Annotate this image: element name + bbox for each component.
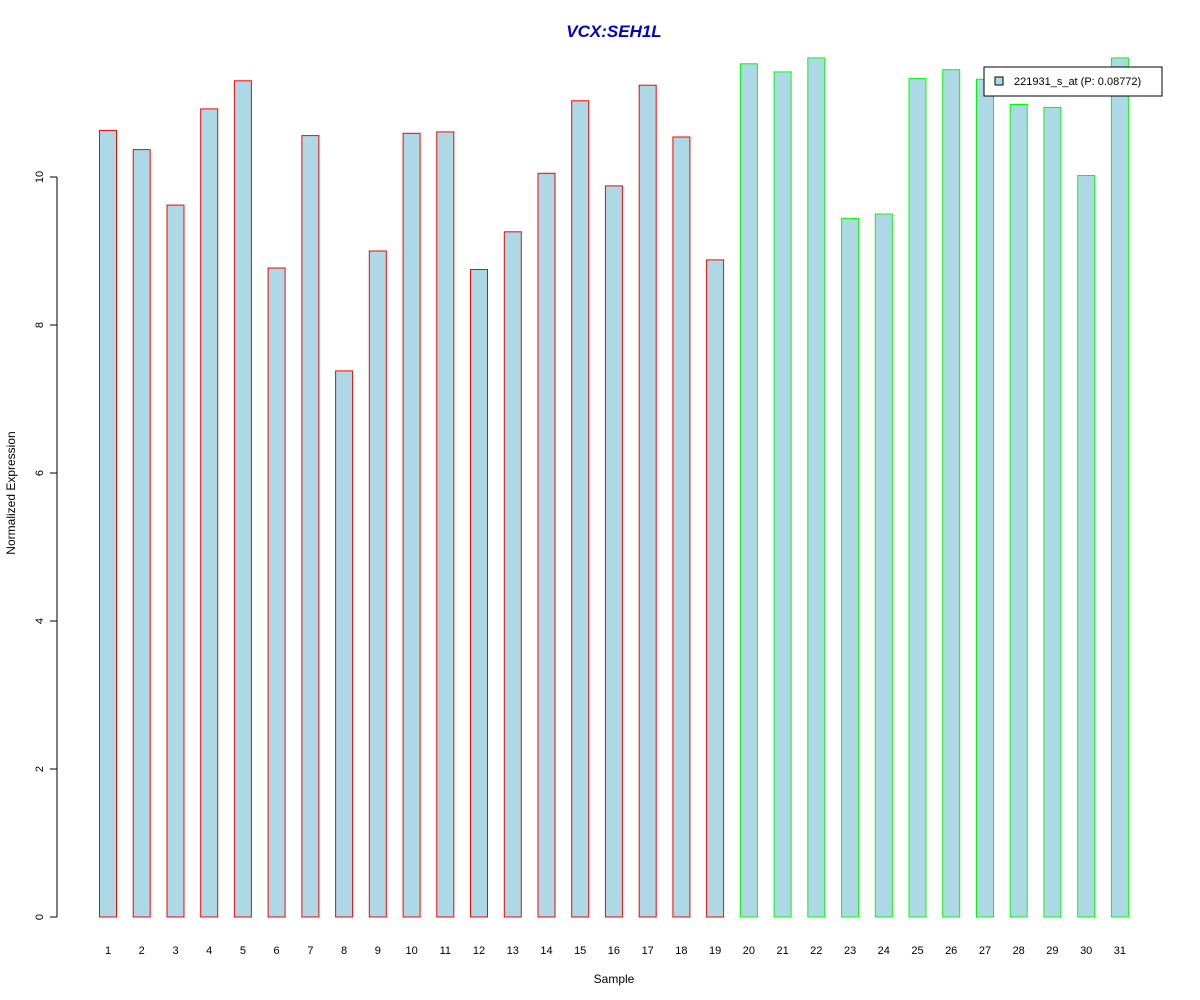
bar-sample-13	[503, 231, 522, 918]
bar-sample-26	[942, 69, 961, 918]
x-tick-label: 13	[507, 945, 519, 957]
x-tick-label: 16	[608, 945, 620, 957]
legend-box	[983, 66, 1163, 97]
bar-sample-10	[402, 132, 421, 918]
x-tick-label: 5	[240, 945, 246, 957]
x-tick-label: 27	[979, 945, 991, 957]
x-tick-label: 20	[743, 945, 755, 957]
bar-sample-27	[976, 78, 994, 918]
x-tick-label: 2	[139, 945, 145, 957]
y-tick-label: 0	[34, 914, 46, 920]
x-tick-label: 29	[1046, 945, 1058, 957]
x-tick-label: 25	[911, 945, 923, 957]
x-tick-label: 21	[776, 945, 788, 957]
x-tick-label: 22	[810, 945, 822, 957]
x-tick-label: 28	[1013, 945, 1025, 957]
y-tick-label: 10	[34, 171, 46, 183]
bar-sample-5	[233, 80, 252, 918]
x-tick-label: 26	[945, 945, 957, 957]
x-tick-label: 9	[375, 945, 381, 957]
x-tick-label: 30	[1080, 945, 1092, 957]
bar-sample-22	[807, 57, 826, 918]
bar-sample-21	[773, 71, 792, 918]
y-tick-label: 6	[34, 470, 46, 476]
bar-sample-9	[368, 250, 387, 918]
y-axis: 0 2 4 6 8 10	[34, 171, 58, 920]
x-tick-label: 31	[1114, 945, 1126, 957]
y-tick-label: 2	[34, 766, 46, 772]
y-axis-label: Normalized Expression	[4, 431, 18, 554]
x-tick-label: 1	[105, 945, 111, 957]
x-tick-label: 12	[473, 945, 485, 957]
x-tick-label: 15	[574, 945, 586, 957]
bar-sample-11	[436, 131, 455, 918]
x-axis-label: Sample	[594, 972, 635, 986]
x-tick-label: 3	[172, 945, 178, 957]
chart-title: VCX:SEH1L	[566, 22, 661, 41]
x-tick-label: 4	[206, 945, 212, 957]
x-tick-label: 11	[440, 945, 451, 957]
bar-sample-8	[335, 370, 354, 918]
bar-sample-31	[1110, 57, 1129, 918]
x-tick-label: 7	[307, 945, 313, 957]
bar-sample-6	[267, 267, 286, 918]
bar-sample-24	[874, 213, 893, 918]
legend-swatch	[994, 76, 1004, 86]
legend: 221931_s_at (P: 0.08772)	[983, 66, 1163, 97]
bar-sample-17	[638, 84, 657, 918]
bar-sample-4	[200, 108, 219, 918]
x-tick-label: 24	[878, 945, 890, 957]
bar-sample-29	[1043, 106, 1062, 918]
bar-sample-18	[672, 136, 691, 918]
bar-sample-12	[470, 269, 488, 918]
x-tick-label: 19	[709, 945, 721, 957]
bars	[99, 57, 1129, 918]
bar-sample-30	[1077, 175, 1096, 918]
x-tick-label: 17	[642, 945, 654, 957]
x-tick-label: 14	[540, 945, 552, 957]
x-tick-label: 23	[844, 945, 856, 957]
x-tick-labels: 1 2 3 4 5 6 7 8 9 10 11 12 13 14 15 16 17 18 19 20 21 22 23 24 2…	[105, 945, 1126, 957]
bar-sample-15	[571, 100, 590, 918]
bar-sample-20	[739, 63, 758, 918]
x-tick-label: 18	[675, 945, 687, 957]
legend-label: 221931_s_at (P: 0.08772)	[1014, 76, 1141, 88]
bar-sample-1	[99, 129, 117, 918]
bar-sample-7	[301, 135, 320, 918]
bar-sample-3	[166, 204, 185, 918]
bar-sample-2	[132, 149, 151, 918]
bar-sample-16	[604, 185, 623, 918]
bar-sample-25	[908, 78, 927, 918]
x-tick-label: 8	[341, 945, 347, 957]
bar-sample-28	[1009, 104, 1028, 918]
y-tick-label: 8	[34, 322, 46, 328]
y-tick-label: 4	[34, 618, 46, 624]
bar-sample-23	[841, 217, 860, 918]
x-tick-label: 6	[274, 945, 280, 957]
bar-sample-14	[537, 172, 556, 918]
bar-sample-19	[706, 259, 725, 918]
x-tick-label: 10	[405, 945, 417, 957]
